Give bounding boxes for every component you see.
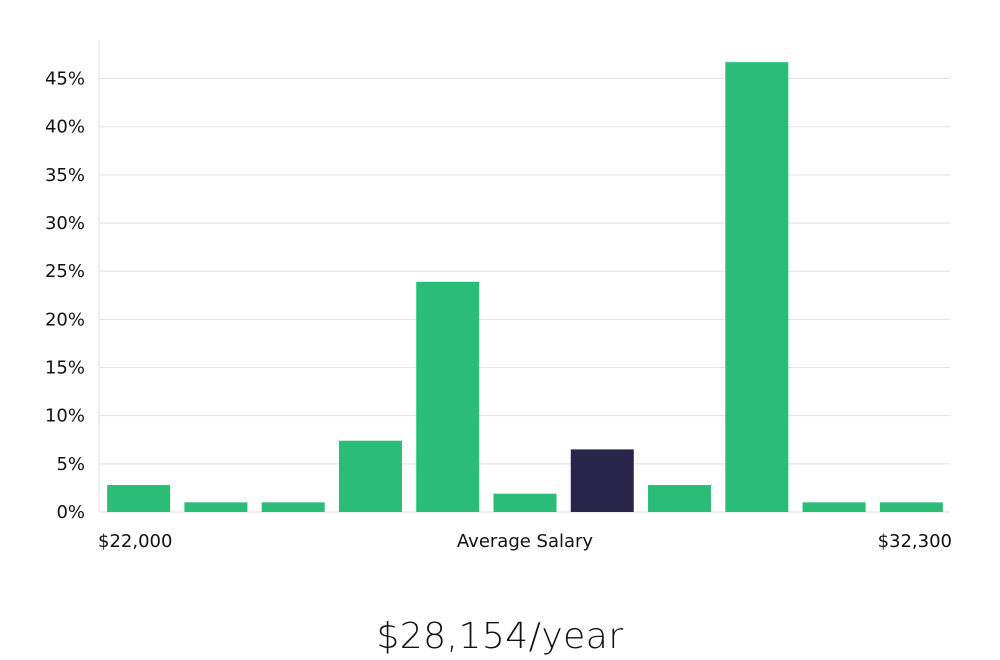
y-tick-label: 15%: [45, 358, 85, 379]
bar: [416, 281, 480, 512]
bar: [802, 502, 866, 512]
bar: [725, 62, 789, 512]
x-max-label: $32,300: [878, 531, 952, 552]
bar: [493, 493, 557, 512]
bar: [648, 485, 712, 512]
bars: [107, 62, 943, 512]
grid-lines: [100, 78, 950, 513]
bar-highlighted: [570, 449, 634, 512]
y-tick-label: 20%: [45, 309, 85, 330]
bar: [338, 440, 402, 512]
bar: [184, 502, 248, 512]
y-tick-labels: 0% 5% 10% 15% 20% 25% 30% 35% 40% 45%: [45, 69, 85, 523]
y-tick-label: 5%: [56, 454, 85, 475]
x-min-label: $22,000: [98, 531, 172, 552]
y-tick-label: 10%: [45, 406, 85, 427]
y-tick-label: 40%: [45, 117, 85, 138]
y-tick-label: 0%: [56, 502, 85, 523]
bar: [879, 502, 943, 512]
y-tick-label: 25%: [45, 261, 85, 282]
bar: [107, 485, 171, 512]
bar: [261, 502, 325, 512]
y-tick-label: 45%: [45, 69, 85, 90]
y-tick-label: 30%: [45, 213, 85, 234]
x-center-label: Average Salary: [457, 531, 594, 552]
average-salary-value: $28,154/year: [376, 616, 623, 657]
y-tick-label: 35%: [45, 165, 85, 186]
